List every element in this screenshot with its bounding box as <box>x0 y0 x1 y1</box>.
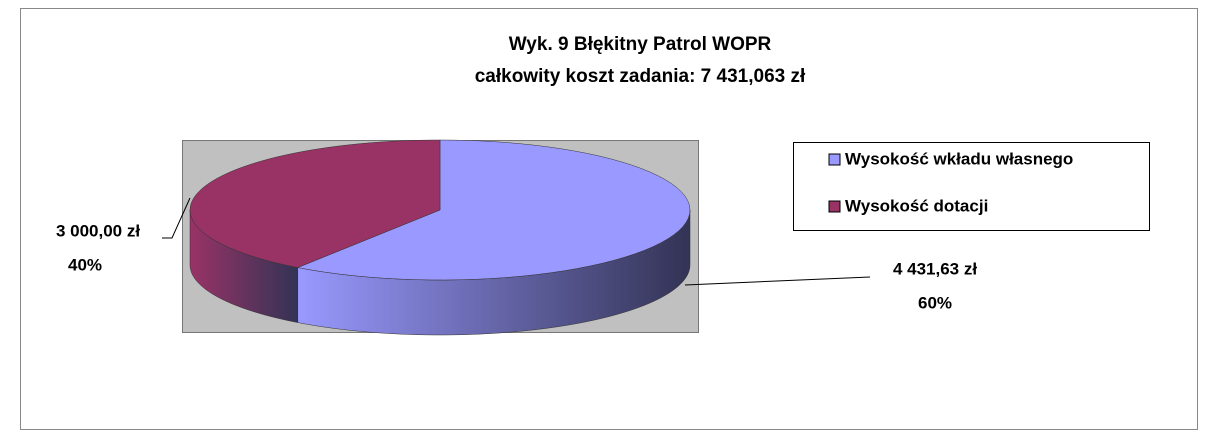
legend-swatch <box>828 200 841 213</box>
pie <box>189 139 691 336</box>
data-label: 4 431,63 zł <box>893 259 977 278</box>
slice <box>189 139 441 268</box>
legend <box>793 142 1150 231</box>
slice <box>296 139 691 281</box>
legend-label: Wysokość dotacji <box>845 196 988 215</box>
legend-swatch <box>828 153 841 166</box>
percent-label: 60% <box>918 293 952 312</box>
legend-label: Wysokość wkładu własnego <box>845 149 1073 168</box>
data-label: 3 000,00 zł <box>56 221 140 240</box>
leader-line <box>684 276 871 286</box>
percent-label: 40% <box>68 255 102 274</box>
chart-title: całkowity koszt zadania: 7 431,063 zł <box>475 66 806 87</box>
chart-title: Wyk. 9 Błękitny Patrol WOPR <box>509 34 772 55</box>
leader-line <box>162 197 191 239</box>
